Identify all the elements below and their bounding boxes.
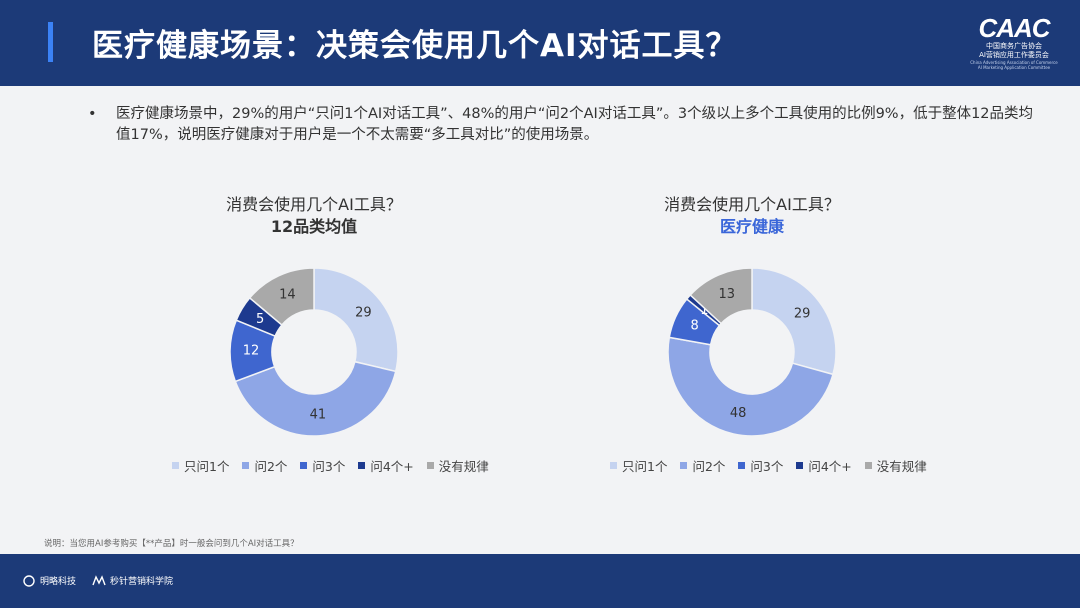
chart-2-donut: 29 48 81 13	[667, 267, 837, 437]
page-title: 医疗健康场景：决策会使用几个AI对话工具？	[92, 28, 738, 64]
chart-1-legend-swatch-2	[242, 462, 250, 469]
chart-1-legend-swatch-1	[172, 462, 179, 469]
miaozhen-logo-icon	[92, 574, 106, 585]
logo-org-cn-line2: AI营销应用工作委员会	[979, 51, 1049, 59]
chart-1-legend-swatch-3	[300, 462, 308, 469]
chart-1-slice-label-2: 41	[310, 407, 327, 422]
chart-2-subtitle: 医疗健康	[719, 217, 784, 236]
logo-org-en-line2: AI Marketing Application Committee	[977, 65, 1051, 70]
chart-1-slice-label-4: 5	[256, 312, 264, 327]
chart-1-legend-label-3: 问3个	[312, 459, 346, 474]
chart-2-title-block: 消费会使用几个AI工具？ 医疗健康	[602, 194, 902, 238]
chart-1-slice-label-1: 29	[355, 305, 372, 320]
chart-1-slice-label-5: 14	[279, 287, 296, 302]
chart-2-slice-1	[751, 267, 837, 376]
chart-1-legend-item-5: 没有规律	[426, 456, 489, 475]
footer-brand-1: 明略科技	[22, 574, 76, 587]
logo-caac-text: CAAC	[978, 13, 1050, 43]
chart-2-legend-swatch-1	[610, 462, 617, 469]
chart-2-title: 消费会使用几个AI工具？	[664, 195, 840, 214]
chart-2-slice-label-2: 48	[730, 406, 747, 421]
chart-2-slice-5	[689, 267, 753, 325]
chart-2-legend-item-4: 问4个+	[796, 456, 852, 475]
footnote: 说明：当您用AI参考购买【**产品】时一般会问到几个AI对话工具？	[44, 539, 299, 549]
footer-bar: 明略科技 秒针营销科学院	[0, 554, 1080, 608]
chart-1-slice-1	[313, 267, 399, 373]
header-bar: 医疗健康场景：决策会使用几个AI对话工具？ CAAC 中国商务广告协会 AI营销…	[0, 0, 1080, 86]
chart-1-slice-5	[248, 267, 315, 327]
mininglamp-logo-icon	[23, 574, 35, 587]
chart-1-subtitle: 12品类均值	[270, 217, 358, 236]
chart-1-legend-item-4: 问4个+	[358, 456, 414, 475]
chart-2-legend-swatch-3	[738, 462, 746, 469]
chart-1-legend-label-2: 问2个	[254, 459, 288, 474]
chart-1-legend-swatch-5	[426, 462, 434, 469]
chart-1-legend-swatch-4	[358, 462, 366, 469]
chart-1-legend-item-1: 只问1个	[172, 456, 229, 475]
chart-2-legend: 只问1个 问2个 问3个 问4个+ 没有规律	[610, 456, 940, 475]
chart-1-title-block: 消费会使用几个AI工具？ 12品类均值	[164, 194, 464, 238]
title-accent-bar	[48, 22, 53, 62]
chart-2-legend-label-4: 问4个+	[808, 459, 852, 474]
chart-2-slice-label-4: 1	[700, 303, 708, 318]
chart-2-slice-2	[667, 336, 834, 437]
chart-2-legend-swatch-2	[680, 462, 688, 469]
chart-1-legend: 只问1个 问2个 问3个 问4个+ 没有规律	[172, 456, 502, 475]
chart-1-legend-label-4: 问4个+	[370, 459, 414, 474]
caac-logo: CAAC 中国商务广告协会 AI营销应用工作委员会 China Advertis…	[962, 14, 1066, 78]
footer-brand-2-label: 秒针营销科学院	[110, 577, 174, 587]
summary-bullet: • 医疗健康场景中，29%的用户“只问1个AI对话工具”、48%的用户“问2个A…	[88, 104, 1038, 146]
chart-2-legend-label-2: 问2个	[692, 459, 726, 474]
chart-1-slice-2	[234, 360, 397, 437]
chart-2-slice-label-1: 29	[794, 306, 811, 321]
chart-2-slice-label-3: 8	[691, 318, 699, 333]
chart-2-legend-label-5: 没有规律	[876, 459, 927, 474]
chart-2-slice-label-5: 13	[718, 287, 735, 302]
chart-2-legend-label-1: 只问1个	[622, 459, 668, 474]
chart-1-donut: 29 41 12 5 14	[229, 267, 399, 437]
chart-1-legend-item-2: 问2个	[242, 456, 287, 475]
chart-1-slice-label-3: 12	[243, 344, 260, 359]
chart-1-legend-item-3: 问3个	[300, 456, 345, 475]
chart-2-legend-item-5: 没有规律	[864, 456, 927, 475]
chart-2-legend-item-2: 问2个	[680, 456, 725, 475]
chart-2-legend-swatch-4	[796, 462, 804, 469]
chart-1-legend-label-5: 没有规律	[438, 459, 489, 474]
logo-org-en-line1: China Advertising Association of Commerc…	[970, 60, 1058, 65]
footer-brand-1-label: 明略科技	[40, 577, 77, 587]
logo-org-cn-line1: 中国商务广告协会	[986, 42, 1042, 50]
footer-brand-2: 秒针营销科学院	[92, 574, 173, 587]
bullet-dot-icon: •	[88, 106, 97, 122]
chart-2-legend-item-3: 问3个	[738, 456, 783, 475]
chart-1-legend-label-1: 只问1个	[184, 459, 230, 474]
chart-1-title: 消费会使用几个AI工具？	[226, 195, 402, 214]
summary-text: 医疗健康场景中，29%的用户“只问1个AI对话工具”、48%的用户“问2个AI对…	[116, 106, 1034, 143]
chart-2-legend-item-1: 只问1个	[610, 456, 667, 475]
chart-2-legend-label-3: 问3个	[750, 459, 784, 474]
chart-2-legend-swatch-5	[864, 462, 872, 469]
